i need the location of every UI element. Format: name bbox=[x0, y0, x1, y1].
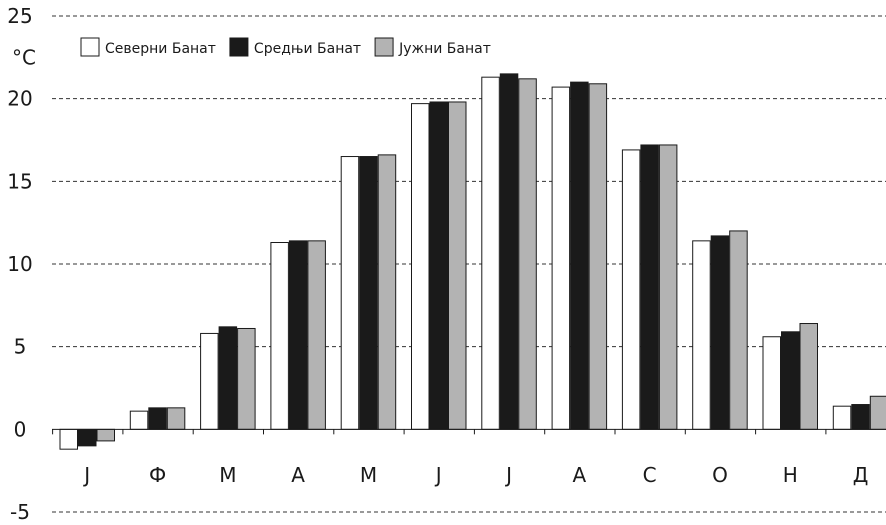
x-category-label: A bbox=[291, 463, 305, 487]
bar bbox=[658, 144, 678, 430]
bar bbox=[781, 331, 800, 430]
legend-swatch bbox=[80, 37, 100, 57]
bar bbox=[78, 428, 97, 447]
bar bbox=[166, 407, 186, 430]
bar bbox=[59, 428, 78, 450]
bar bbox=[377, 154, 397, 430]
bars bbox=[59, 73, 886, 450]
bar bbox=[96, 428, 115, 442]
bar bbox=[340, 156, 360, 430]
y-tick-label: 15 bbox=[7, 169, 32, 193]
bar bbox=[640, 144, 659, 430]
bar bbox=[570, 81, 589, 430]
bar bbox=[692, 240, 711, 430]
x-category-label: J bbox=[434, 463, 442, 487]
x-category-label: Ф bbox=[149, 463, 166, 487]
y-tick-label: 0 bbox=[14, 417, 27, 441]
y-tick-label: -5 bbox=[10, 500, 30, 524]
x-category-label: J bbox=[504, 463, 512, 487]
bar bbox=[762, 336, 781, 430]
bar bbox=[499, 73, 519, 430]
bar bbox=[270, 242, 289, 430]
legend-label: Средњи Банат bbox=[254, 41, 361, 57]
bar bbox=[588, 83, 608, 430]
zero-axis bbox=[52, 428, 886, 435]
bar bbox=[148, 407, 167, 430]
grid-lines bbox=[52, 15, 886, 513]
x-category-label: C bbox=[643, 463, 657, 487]
bar bbox=[288, 240, 308, 430]
bar bbox=[551, 86, 571, 430]
bar bbox=[799, 323, 818, 430]
bar bbox=[481, 76, 500, 430]
bar bbox=[429, 101, 448, 430]
bar bbox=[218, 326, 238, 430]
bar bbox=[710, 235, 730, 430]
x-category-label: H bbox=[783, 463, 798, 487]
y-tick-label: 20 bbox=[7, 87, 32, 111]
bar bbox=[832, 405, 852, 430]
bar bbox=[307, 240, 326, 430]
legend-swatch bbox=[374, 37, 394, 57]
x-category-label: M bbox=[219, 463, 236, 487]
bar bbox=[729, 230, 748, 430]
bar bbox=[359, 156, 378, 430]
y-axis-unit-label: °C bbox=[12, 45, 36, 69]
legend-label: Северни Банат bbox=[105, 41, 216, 57]
x-category-label: M bbox=[360, 463, 377, 487]
legend: Северни Банат Средњи Банат Јужни Банат bbox=[80, 37, 491, 57]
y-axis-tick-labels: -5 0 5 10 15 20 25 bbox=[7, 4, 32, 524]
bar bbox=[851, 404, 870, 430]
bar bbox=[869, 395, 886, 430]
legend-label: Јужни Банат bbox=[398, 41, 491, 57]
x-category-label: J bbox=[82, 463, 90, 487]
bar bbox=[621, 149, 641, 430]
x-category-label: Д bbox=[853, 463, 869, 487]
bar bbox=[448, 101, 467, 430]
bar bbox=[237, 327, 256, 430]
bar bbox=[129, 410, 149, 430]
x-category-label: A bbox=[573, 463, 587, 487]
legend-swatch bbox=[229, 37, 249, 57]
y-tick-label: 10 bbox=[7, 252, 32, 276]
y-tick-label: 25 bbox=[7, 4, 32, 28]
bar bbox=[518, 78, 537, 430]
y-tick-label: 5 bbox=[14, 335, 27, 359]
bar bbox=[200, 332, 219, 430]
x-category-label: O bbox=[712, 463, 728, 487]
bar bbox=[411, 103, 430, 430]
